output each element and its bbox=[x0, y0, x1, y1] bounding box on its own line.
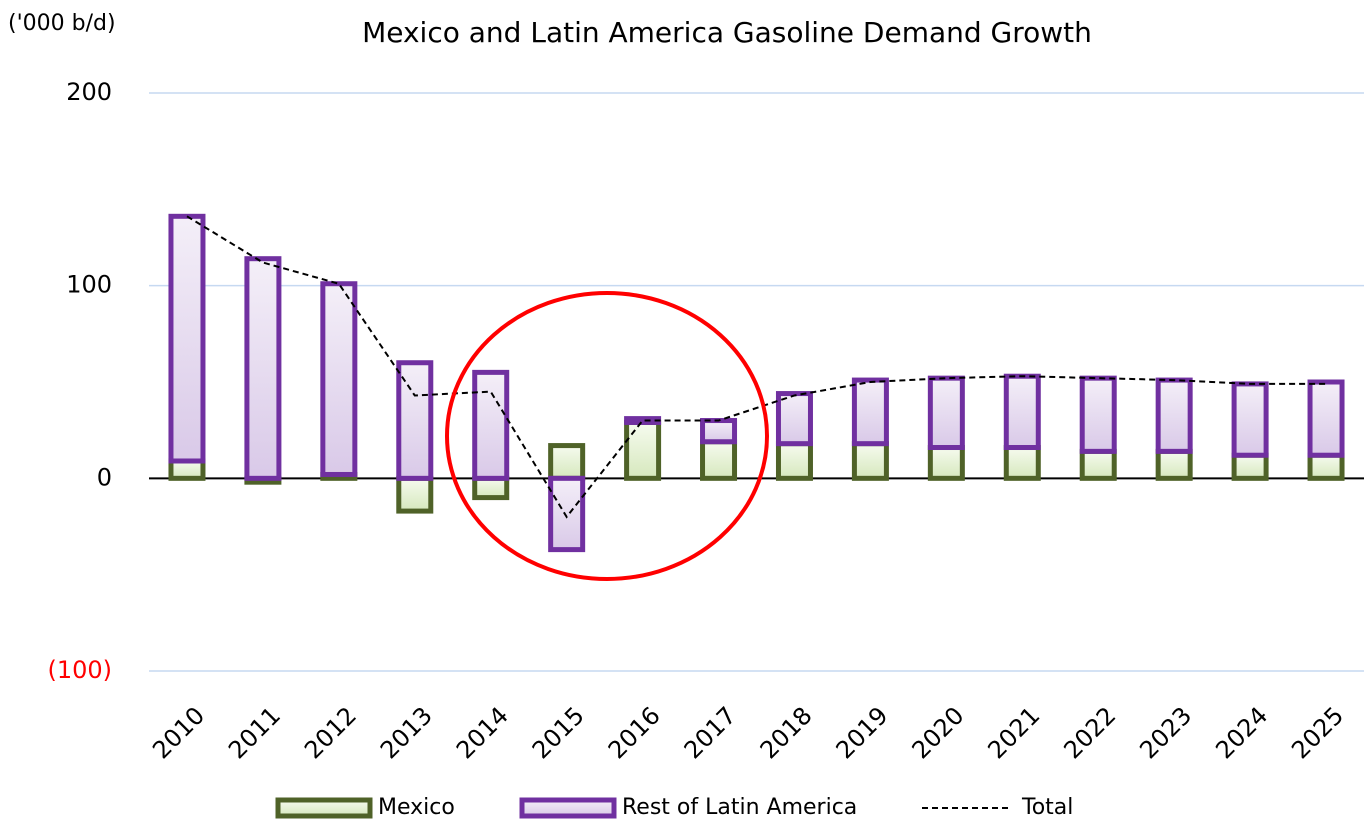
bar bbox=[548, 443, 586, 481]
legend-label: Total bbox=[1021, 795, 1073, 820]
x-tick-label: 2018 bbox=[755, 701, 818, 764]
x-tick-label: 2022 bbox=[1058, 701, 1121, 764]
bar bbox=[775, 441, 813, 481]
y-tick-label: 0 bbox=[97, 463, 112, 491]
bar bbox=[472, 369, 510, 481]
highlight-circle bbox=[445, 291, 769, 581]
bar bbox=[1003, 445, 1041, 481]
x-tick-label: 2012 bbox=[299, 701, 362, 764]
x-tick-label: 2013 bbox=[375, 701, 438, 764]
bar bbox=[1079, 375, 1117, 454]
bar bbox=[851, 377, 889, 447]
x-tick-label: 2019 bbox=[831, 701, 894, 764]
x-tick-label: 2015 bbox=[527, 701, 590, 764]
legend-swatch bbox=[519, 797, 617, 819]
bar bbox=[320, 281, 358, 477]
bar bbox=[396, 475, 434, 514]
bar bbox=[1079, 448, 1117, 481]
x-tick-label: 2010 bbox=[147, 701, 210, 764]
bar bbox=[700, 418, 738, 445]
x-tick-label: 2020 bbox=[907, 701, 970, 764]
x-tick-label: 2025 bbox=[1286, 701, 1349, 764]
y-tick-label: (100) bbox=[47, 656, 112, 684]
bar bbox=[1155, 448, 1193, 481]
chart-title: Mexico and Latin America Gasoline Demand… bbox=[362, 16, 1092, 49]
bar bbox=[1231, 381, 1269, 458]
bar bbox=[624, 419, 662, 481]
bar bbox=[700, 439, 738, 481]
bar bbox=[168, 458, 206, 481]
x-tick-label: 2011 bbox=[223, 701, 286, 764]
x-tick-label: 2016 bbox=[603, 701, 666, 764]
bar bbox=[927, 445, 965, 481]
bar bbox=[168, 213, 206, 464]
legend-label: Mexico bbox=[378, 795, 455, 820]
x-tick-label: 2023 bbox=[1134, 701, 1197, 764]
bar bbox=[548, 475, 586, 553]
bar bbox=[472, 475, 510, 501]
bar bbox=[1307, 452, 1345, 481]
bar bbox=[851, 441, 889, 481]
x-tick-label: 2021 bbox=[982, 701, 1045, 764]
bar bbox=[1307, 379, 1345, 458]
y-tick-label: 100 bbox=[66, 271, 112, 299]
legend-label: Rest of Latin America bbox=[622, 795, 857, 820]
bar bbox=[396, 360, 434, 481]
y-axis-label: ('000 b/d) bbox=[8, 11, 116, 36]
bar bbox=[1155, 377, 1193, 454]
bar bbox=[244, 256, 282, 481]
x-tick-label: 2014 bbox=[451, 701, 514, 764]
y-tick-label: 200 bbox=[66, 78, 112, 106]
bar bbox=[624, 416, 662, 425]
total-line bbox=[186, 215, 1327, 519]
legend-swatch bbox=[275, 797, 373, 819]
bar bbox=[927, 375, 965, 451]
x-tick-label: 2017 bbox=[679, 701, 742, 764]
bar bbox=[1003, 373, 1041, 451]
x-tick-label: 2024 bbox=[1210, 701, 1273, 764]
bar bbox=[1231, 452, 1269, 481]
bar bbox=[775, 391, 813, 447]
